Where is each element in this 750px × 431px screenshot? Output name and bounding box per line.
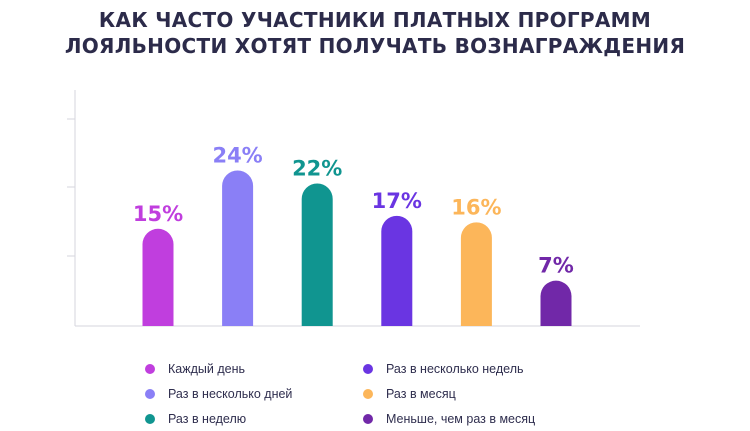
bar-3 <box>301 183 333 326</box>
legend-item-1: Каждый день <box>145 361 245 377</box>
bar-2 <box>222 170 254 326</box>
chart-title: КАК ЧАСТО УЧАСТНИКИ ПЛАТНЫХ ПРОГРАММ ЛОЯ… <box>0 7 750 59</box>
chart-title-line-1: КАК ЧАСТО УЧАСТНИКИ ПЛАТНЫХ ПРОГРАММ <box>98 8 652 32</box>
bar-1 <box>142 228 174 326</box>
legend-swatch <box>145 389 155 399</box>
chart-bars <box>142 170 572 326</box>
chart-title-line-2: ЛОЯЛЬНОСТИ ХОТЯТ ПОЛУЧАТЬ ВОЗНАГРАЖДЕНИЯ <box>64 34 686 58</box>
legend-item-4: Раз в несколько недель <box>363 361 524 377</box>
legend-label: Раз в несколько недель <box>386 362 524 376</box>
legend-label: Раз в несколько дней <box>168 387 293 401</box>
legend-swatch <box>145 364 155 374</box>
legend-label: Меньше, чем раз в месяц <box>386 412 536 426</box>
value-label-5: 16% <box>451 195 501 219</box>
legend-item-6: Меньше, чем раз в месяц <box>363 411 535 427</box>
value-label-1: 15% <box>133 202 183 226</box>
chart-value-labels: 15% 24% 22% 17% 16% 7% <box>133 143 574 277</box>
legend-swatch <box>363 414 373 424</box>
value-label-3: 22% <box>292 156 342 180</box>
value-label-6: 7% <box>538 254 574 278</box>
bar-5 <box>460 222 492 326</box>
legend-swatch <box>363 364 373 374</box>
legend-swatch <box>145 414 155 424</box>
value-label-2: 24% <box>212 143 262 167</box>
legend-label: Каждый день <box>168 362 245 376</box>
value-label-4: 17% <box>372 189 422 213</box>
legend-swatch <box>363 389 373 399</box>
legend-label: Раз в неделю <box>168 412 247 426</box>
legend-item-2: Раз в несколько дней <box>145 386 292 402</box>
legend-item-5: Раз в месяц <box>363 386 456 402</box>
bar-4 <box>381 215 413 326</box>
bar-6 <box>540 280 572 326</box>
legend-item-3: Раз в неделю <box>145 411 246 427</box>
legend-label: Раз в месяц <box>386 387 456 401</box>
chart-legend: Каждый день Раз в несколько дней Раз в нед… <box>145 361 705 431</box>
